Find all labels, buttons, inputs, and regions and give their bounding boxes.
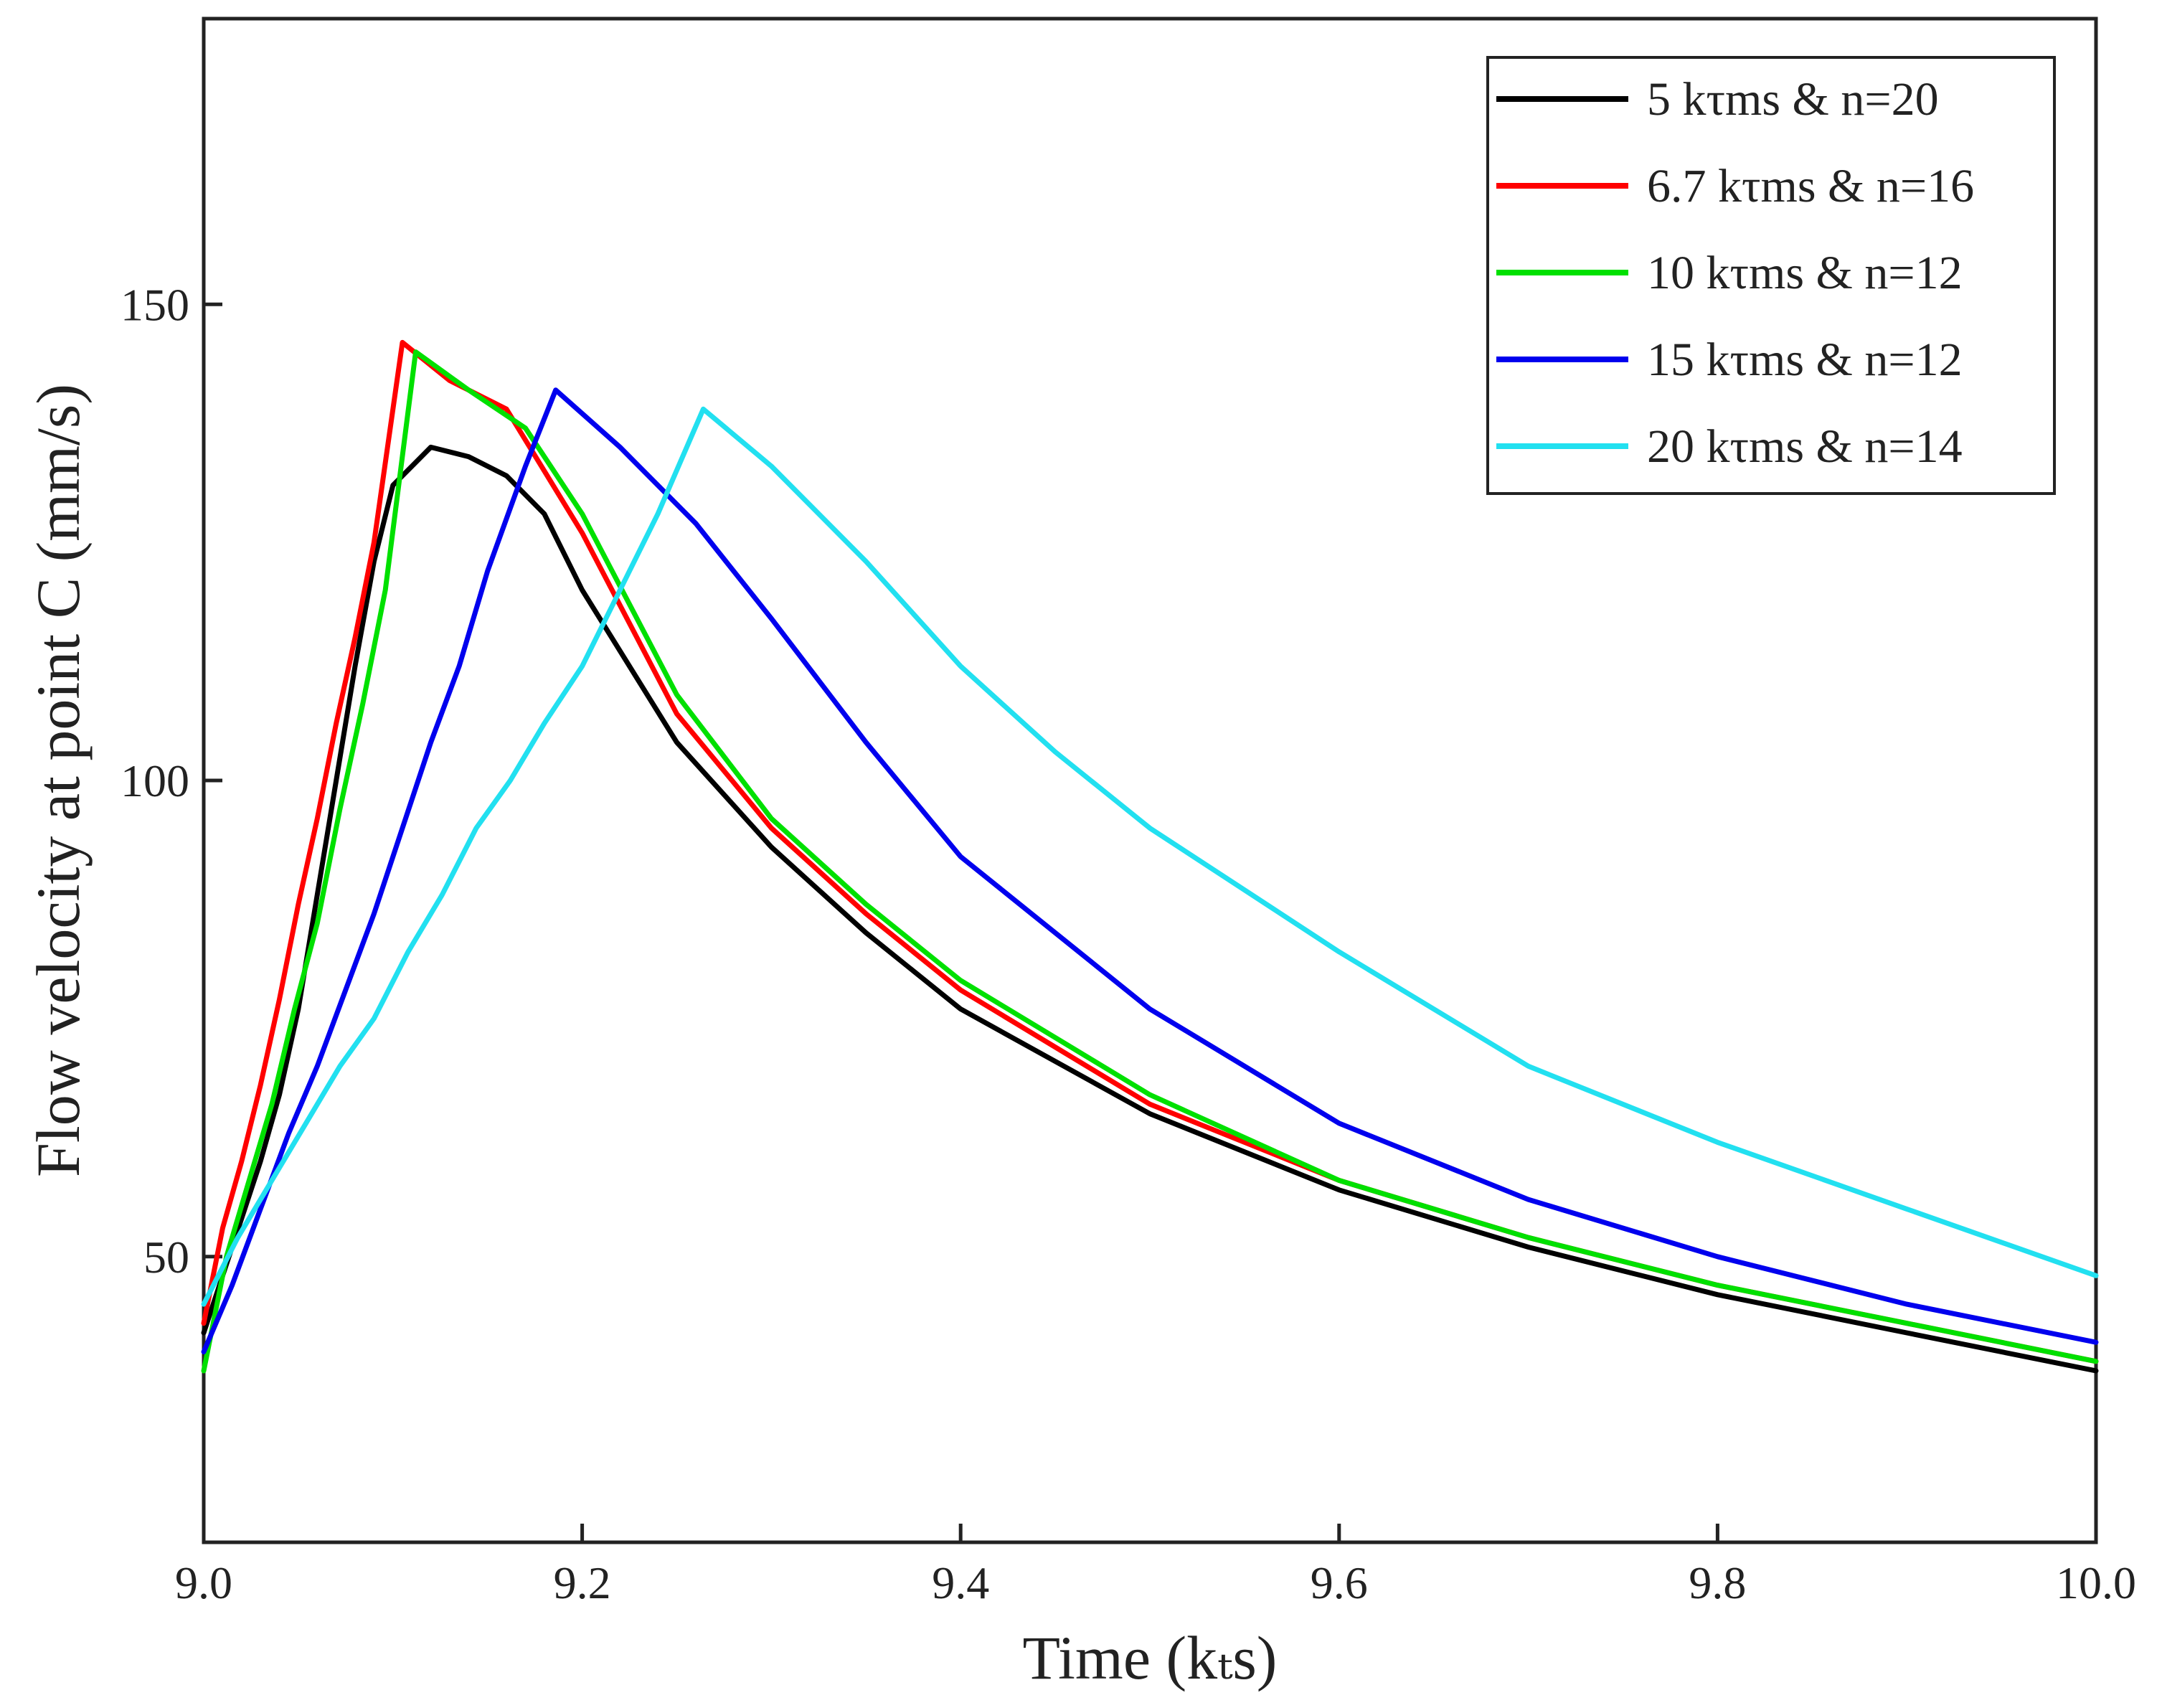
- x-tick-label: 9.4: [932, 1557, 989, 1608]
- y-tick-label: 50: [143, 1232, 189, 1283]
- x-tick-label: 9.8: [1689, 1557, 1746, 1608]
- y-tick-label: 100: [121, 755, 189, 806]
- x-tick-label: 10.0: [2056, 1557, 2136, 1608]
- legend-label-2: 6.7 kτms & n=16: [1647, 160, 1974, 212]
- x-tick-label: 9.6: [1311, 1557, 1368, 1608]
- legend: 5 kτms & n=20 6.7 kτms & n=16 10 kτms & n=…: [1486, 56, 2056, 495]
- series-line-5: [201, 406, 2099, 1307]
- series-line-2: [201, 339, 2099, 1364]
- legend-label-1: 5 kτms & n=20: [1647, 73, 1939, 126]
- x-axis-ticks: 9.0 9.2 9.4 9.6 9.8 10.0: [175, 1524, 2136, 1608]
- legend-label-3: 10 kτms & n=12: [1647, 247, 1963, 299]
- x-axis-title: Time (kₜs): [1023, 1623, 1278, 1692]
- series-lines: [201, 339, 2099, 1374]
- x-tick-label: 9.2: [554, 1557, 611, 1608]
- legend-label-5: 20 kτms & n=14: [1647, 420, 1963, 473]
- legend-items: 5 kτms & n=20 6.7 kτms & n=16 10 kτms & n=…: [1496, 73, 1974, 473]
- x-tick-label: 9.0: [175, 1557, 232, 1608]
- series-line-4: [201, 387, 2099, 1354]
- legend-label-4: 15 kτms & n=12: [1647, 334, 1963, 386]
- y-axis-title: Flow velocity at point C (mm/s): [24, 384, 93, 1177]
- series-line-1: [201, 444, 2099, 1374]
- y-axis-ticks: 50 100 150: [121, 279, 222, 1283]
- series-line-3: [201, 349, 2099, 1374]
- y-tick-label: 150: [121, 279, 189, 330]
